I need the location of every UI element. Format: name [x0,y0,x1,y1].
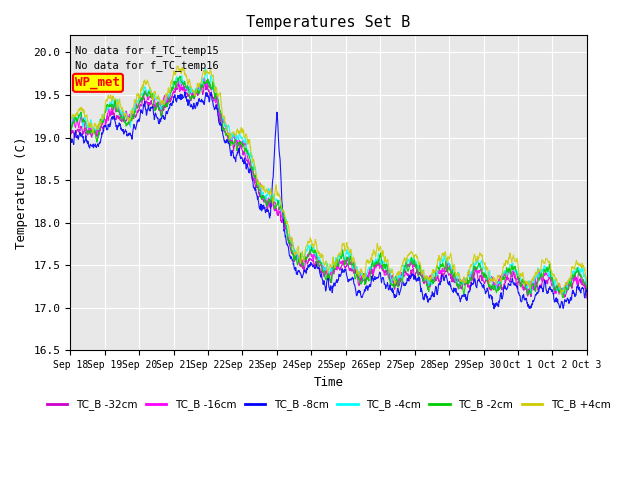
Title: Temperatures Set B: Temperatures Set B [246,15,411,30]
X-axis label: Time: Time [314,376,344,389]
Legend: TC_B -32cm, TC_B -16cm, TC_B -8cm, TC_B -4cm, TC_B -2cm, TC_B +4cm: TC_B -32cm, TC_B -16cm, TC_B -8cm, TC_B … [42,396,615,415]
Text: No data for f_TC_temp16: No data for f_TC_temp16 [76,60,219,72]
Text: WP_met: WP_met [76,76,120,89]
Text: No data for f_TC_temp15: No data for f_TC_temp15 [76,45,219,56]
Y-axis label: Temperature (C): Temperature (C) [15,137,28,249]
